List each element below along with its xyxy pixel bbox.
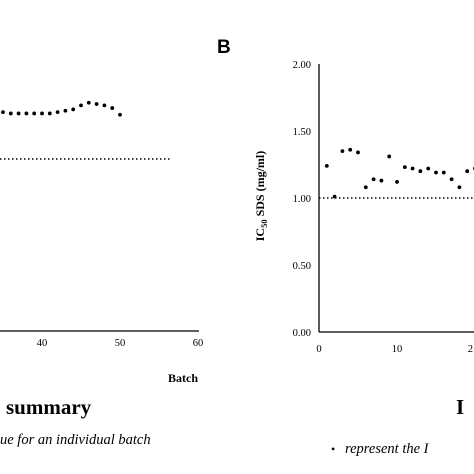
panel-b-point-7 [371,177,376,182]
right-caption-bullet: • [331,442,335,456]
left-point-13 [94,102,99,106]
left-data-points [1,100,122,117]
panel-b-point-11 [402,165,407,170]
left-caption-note: ue for an individual batch [0,432,151,448]
panel-b: B IC50 SDS (mg/ml) 0.00 0.50 1.00 1.50 2… [217,37,474,355]
panel-b-point-4 [348,147,353,152]
left-point-7 [47,111,52,116]
panel-b-y-tick-150: 1.50 [293,127,311,138]
panel-b-point-3 [340,149,345,154]
panel-b-point-16 [441,170,446,175]
panel-b-point-10 [395,180,399,184]
panel-b-point-18 [457,185,462,190]
panel-b-y-axis-label: IC50 SDS (mg/ml) [253,151,269,242]
panel-b-point-14 [426,166,431,171]
left-point-4 [24,111,29,116]
panel-b-point-15 [434,170,438,175]
panel-b-x-tick-20: 2 [468,344,473,355]
panel-b-x-tick-10: 10 [392,344,403,355]
right-caption-note: represent the I [345,441,430,457]
panel-b-point-1 [324,163,329,168]
panel-b-point-5 [356,150,360,155]
left-point-5 [32,111,37,116]
panel-b-point-17 [449,177,454,182]
panel-b-y-tick-0: 0.00 [293,328,311,339]
panel-b-point-6 [363,185,368,190]
left-point-10 [71,107,76,112]
left-point-6 [40,111,44,116]
panel-b-x-tick-0: 0 [316,344,321,355]
left-x-tick-40: 40 [37,338,48,349]
left-point-11 [79,103,83,108]
left-point-14 [102,103,107,108]
left-point-2 [8,111,13,116]
left-caption-title: summary [6,395,92,419]
panel-b-point-9 [387,154,392,159]
panel-b-point-12 [410,166,415,171]
right-caption-title: I [456,395,464,419]
left-panel: 40 50 60 Batch [0,100,204,385]
left-point-3 [16,111,21,116]
panel-b-point-19 [465,169,470,174]
left-point-8 [55,110,60,114]
panel-b-y-tick-200: 2.00 [293,60,311,71]
panel-b-point-8 [379,178,384,183]
left-x-axis-label: Batch [168,371,198,385]
left-x-tick-60: 60 [193,338,204,349]
panel-b-point-13 [418,169,423,174]
left-point-1 [1,110,5,114]
panel-b-point-2 [332,194,337,199]
left-point-15 [110,106,115,110]
panel-b-y-tick-050: 0.50 [293,261,311,272]
panel-b-label: B [217,37,231,58]
left-point-9 [63,108,68,113]
left-point-12 [86,100,91,105]
left-x-tick-50: 50 [115,338,126,349]
panel-b-data-points [324,147,474,199]
left-point-16 [118,112,122,117]
panel-b-y-tick-100: 1.00 [293,194,311,205]
